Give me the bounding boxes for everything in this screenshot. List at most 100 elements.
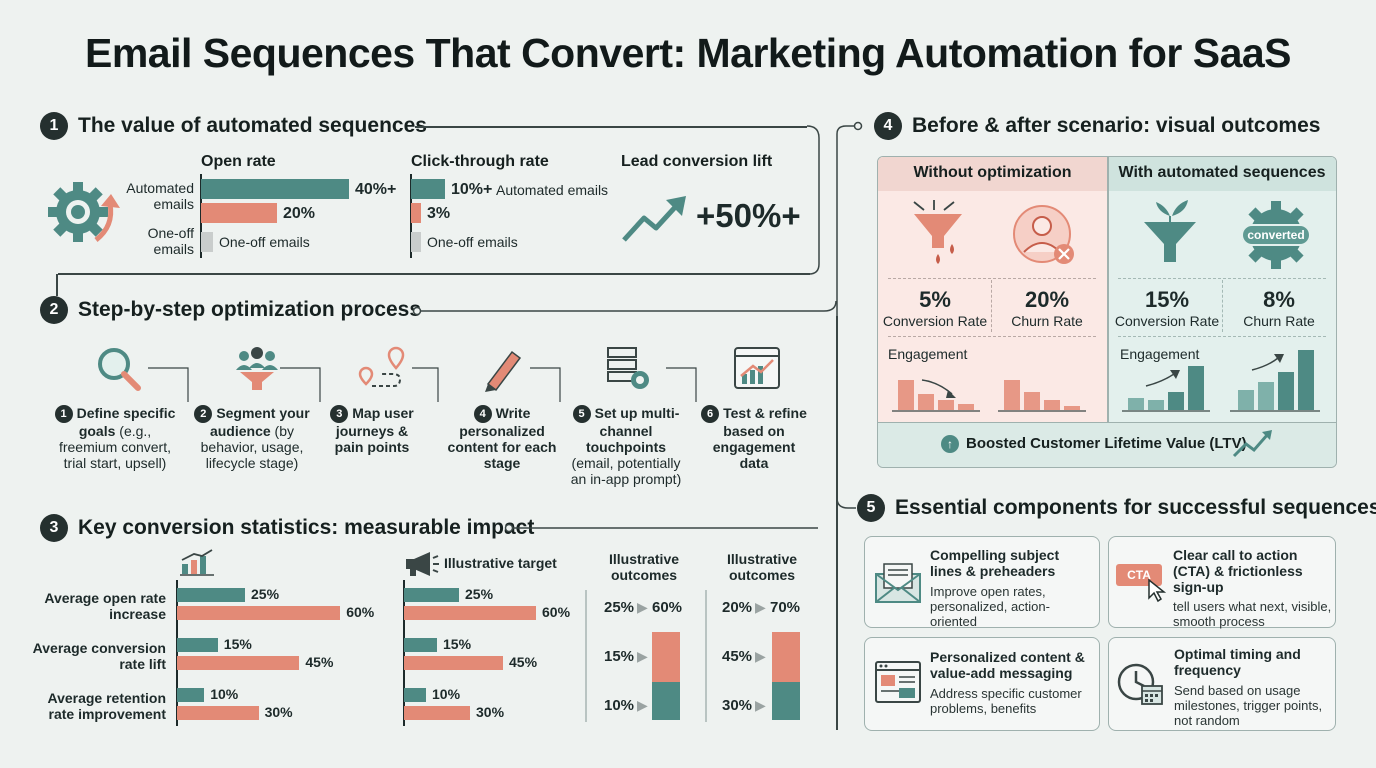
ctr-title: Click-through rate bbox=[411, 153, 549, 170]
outcome-2-bar-bottom bbox=[772, 682, 800, 720]
step-4-number: 4 bbox=[473, 405, 492, 423]
section-1-bracket bbox=[806, 125, 820, 275]
server-settings-icon bbox=[607, 347, 649, 389]
leaky-funnel-icon bbox=[913, 200, 962, 264]
section-2-header: 2 Step-by-step optimization process bbox=[40, 296, 421, 324]
stat-bar bbox=[177, 656, 300, 670]
without-churn-value: 20% bbox=[1024, 287, 1070, 312]
with-engagement-chart bbox=[1122, 350, 1320, 412]
content-window-icon bbox=[875, 661, 921, 703]
with-header bbox=[1107, 157, 1336, 191]
component-card-timing bbox=[1108, 637, 1336, 731]
user-remove-icon bbox=[1013, 205, 1074, 264]
stat-bar bbox=[404, 588, 459, 602]
step-2-number: 2 bbox=[194, 405, 213, 423]
stat-bar-value: 30% bbox=[264, 704, 293, 720]
lead-lift-title: Lead conversion lift bbox=[621, 153, 773, 170]
section-1-header: 1 The value of automated sequences bbox=[40, 112, 427, 140]
component-2-title: Clear call to action (CTA) & frictionles… bbox=[1173, 547, 1303, 595]
arrow-right-icon: ▶ bbox=[637, 599, 648, 615]
stat-label-open: Average open rate increase bbox=[44, 590, 166, 622]
section-2-connector bbox=[412, 300, 837, 316]
with-dashed-line bbox=[1118, 278, 1326, 279]
section-4-number: 4 bbox=[874, 112, 902, 140]
without-panel bbox=[878, 157, 1107, 422]
lead-lift-value: +50%+ bbox=[696, 197, 801, 234]
step-6-title: Test & refine based on engagement data bbox=[712, 405, 807, 471]
outcome-1-bar-top bbox=[652, 632, 680, 682]
arrow-right-icon: ▶ bbox=[755, 697, 766, 713]
stat-bar bbox=[404, 656, 503, 670]
arrow-right-icon: ▶ bbox=[755, 599, 766, 615]
step-3: 3 Map user journeys & pain points bbox=[322, 405, 422, 455]
outcomes-divider-1 bbox=[585, 590, 587, 722]
analytics-dashboard-icon bbox=[734, 347, 780, 389]
without-dashed-vertical bbox=[991, 280, 992, 332]
right-column-connector bbox=[836, 316, 838, 730]
stat-bar-value: 30% bbox=[476, 704, 505, 720]
section-3-divider bbox=[504, 523, 818, 533]
without-dashed-line bbox=[888, 278, 1096, 279]
step-6-number: 6 bbox=[701, 405, 720, 423]
stat-bar-value: 25% bbox=[465, 586, 494, 602]
ctr-oneoff-value: 3% bbox=[427, 205, 451, 222]
step-5-title: Set up multi-channel touchpoints bbox=[585, 405, 680, 455]
open-rate-automated-value: 40%+ bbox=[355, 181, 397, 198]
component-4-title: Optimal timing and frequency bbox=[1174, 646, 1301, 678]
stat-bar bbox=[177, 588, 245, 602]
section-5-connector bbox=[836, 480, 856, 509]
sprouting-funnel-icon bbox=[1144, 200, 1196, 262]
open-rate-axis bbox=[200, 174, 202, 258]
stat-bar bbox=[177, 638, 218, 652]
outcome-2-row-2: 45% bbox=[722, 648, 753, 665]
clock-calendar-icon bbox=[1117, 663, 1163, 705]
before-after-panel bbox=[877, 156, 1337, 468]
with-title: With automated sequences bbox=[1118, 164, 1326, 181]
envelope-icon bbox=[875, 563, 921, 603]
component-1-title: Compelling subject lines & preheaders bbox=[930, 547, 1060, 579]
stat-bar-value: 60% bbox=[346, 604, 375, 620]
step-2-title: Segment your audience bbox=[209, 405, 310, 439]
section-3-header: 3 Key conversion statistics: measurable … bbox=[40, 514, 534, 542]
stat-label-retention: Average retention rate improvement bbox=[47, 690, 166, 722]
section-5-number: 5 bbox=[857, 494, 885, 522]
magnifier-icon bbox=[98, 348, 141, 391]
cursor-icon bbox=[1148, 578, 1167, 603]
arrow-right-icon: ▶ bbox=[637, 648, 648, 664]
trend-up-arrow-icon bbox=[622, 196, 686, 242]
ctr-automated-label: Automated emails bbox=[496, 182, 609, 198]
component-2-desc: tell users what next, visible, smooth pr… bbox=[1173, 599, 1332, 629]
stat-bar-value: 25% bbox=[251, 586, 280, 602]
outcome-1-row-2: 15% bbox=[604, 648, 635, 665]
ctr-oneoff-bar-label: One-off emails bbox=[427, 234, 518, 250]
steps-connector-lines bbox=[148, 367, 697, 402]
with-panel bbox=[1107, 157, 1336, 422]
audience-segment-icon bbox=[236, 347, 278, 390]
step-3-title: Map user journeys & pain points bbox=[334, 405, 414, 455]
outcome-2-row-3: 30% bbox=[722, 697, 753, 714]
section-5-title: Essential components for successful sequ… bbox=[895, 496, 1376, 519]
section-4-title: Before & after scenario: visual outcomes bbox=[912, 114, 1321, 137]
step-4: 4 Write personalized content for each sta… bbox=[440, 405, 564, 471]
stat-bar-value: 60% bbox=[542, 604, 571, 620]
component-3-title: Personalized content & value-add messagi… bbox=[930, 649, 1085, 681]
ctr-baseline-bar bbox=[411, 232, 421, 252]
stat-bar-value: 45% bbox=[509, 654, 538, 670]
outcome-1-bar-bottom bbox=[652, 682, 680, 720]
ctr-oneoff-bar bbox=[411, 203, 421, 223]
section-3-title: Key conversion statistics: measurable im… bbox=[78, 516, 535, 539]
ltv-trend-icon bbox=[1232, 430, 1272, 458]
stat-bar-value: 10% bbox=[210, 686, 239, 702]
journey-map-icon bbox=[358, 346, 405, 387]
section-5-header: 5 Essential components for successful se… bbox=[857, 494, 1376, 522]
step-2: 2 Segment your audience (by behavior, usa… bbox=[192, 405, 312, 471]
ctr-automated-bar bbox=[411, 179, 445, 199]
ctr-automated-value: 10%+ bbox=[451, 181, 493, 198]
gear-cycle-icon bbox=[48, 182, 120, 242]
open-rate-automated-bar bbox=[201, 179, 349, 199]
stat-bar-value: 15% bbox=[443, 636, 472, 652]
arrow-right-icon: ▶ bbox=[755, 648, 766, 664]
step-6: 6 Test & refine based on engagement data bbox=[700, 405, 808, 471]
with-conversion-label: Conversion Rate bbox=[1114, 313, 1220, 329]
with-churn-label: Churn Rate bbox=[1243, 313, 1315, 329]
